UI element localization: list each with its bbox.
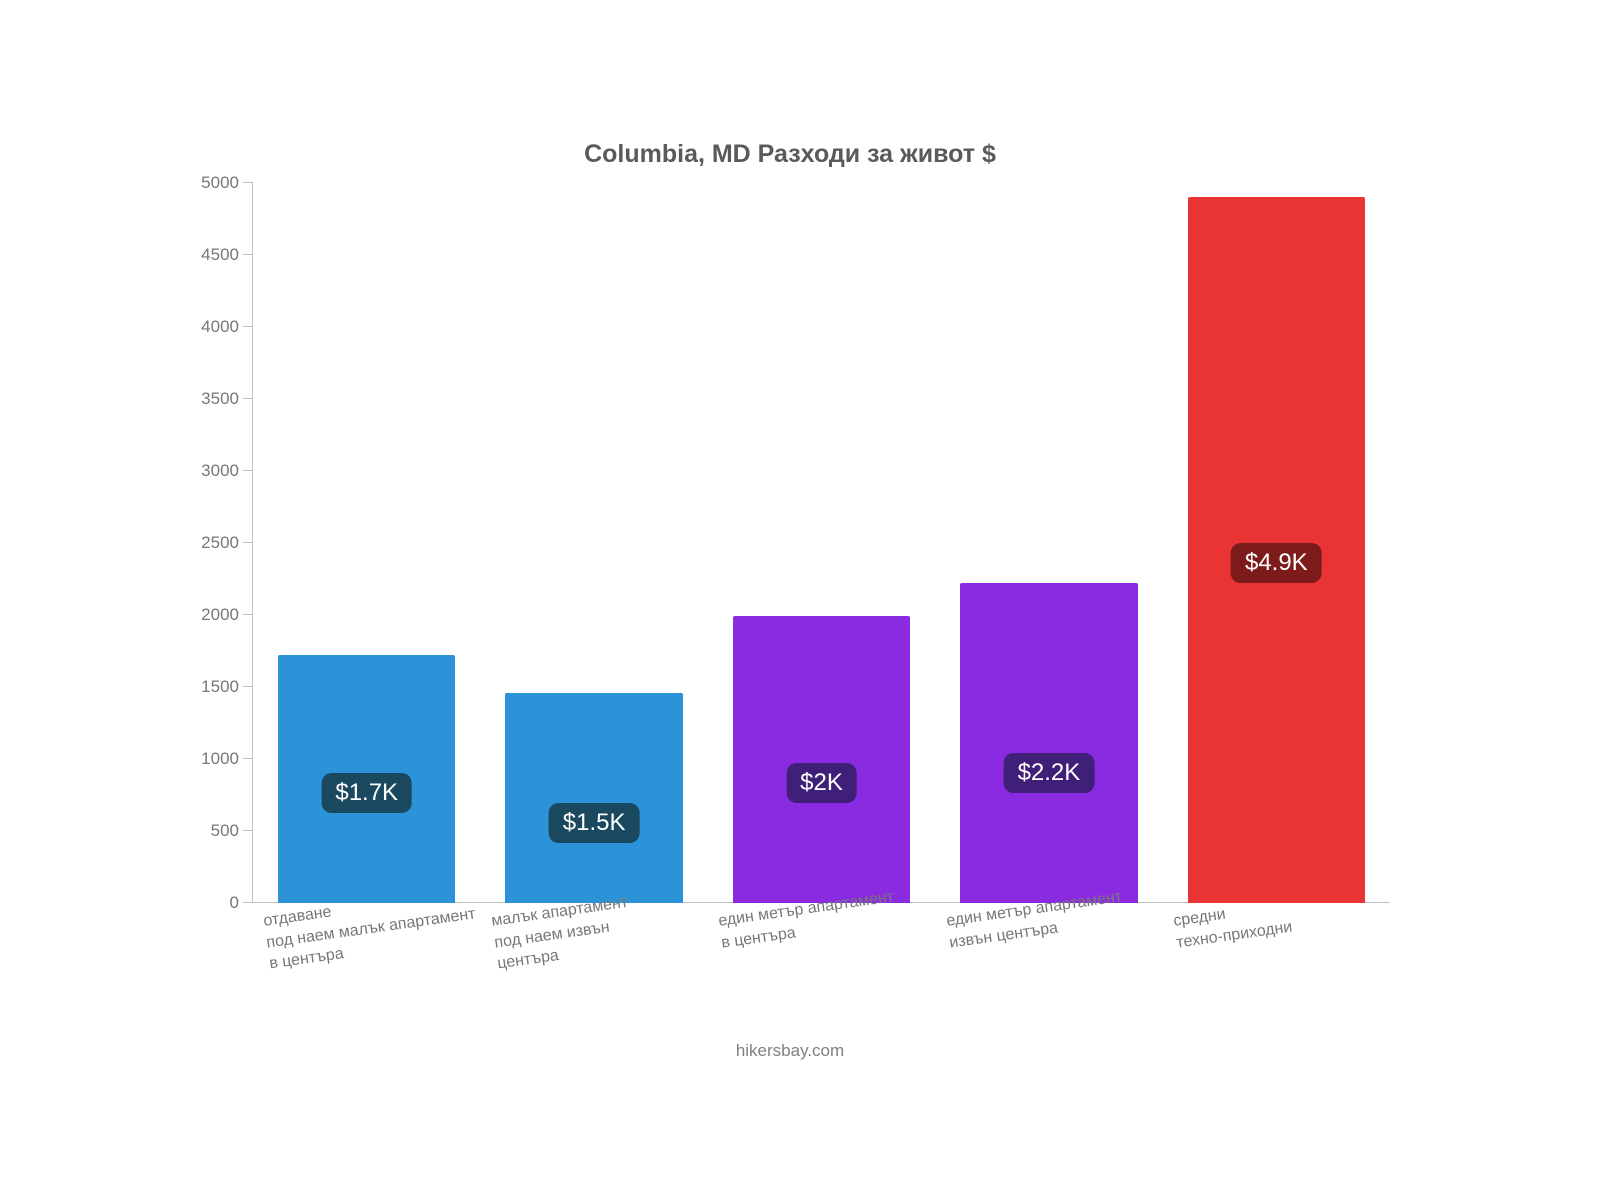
bar-slot: $2.2K	[935, 183, 1162, 903]
bar: $1.7K	[278, 655, 455, 903]
bar-value-badge: $1.7K	[321, 773, 412, 813]
x-label-slot: един метър апартамент в центъра	[707, 911, 935, 1041]
x-label-slot: малък апартамент под наем извън центъра	[480, 911, 708, 1041]
y-tick-label: 2000	[201, 605, 253, 625]
bar-slot: $1.7K	[253, 183, 480, 903]
x-category-label: средни техно-приходни	[1172, 895, 1294, 954]
x-labels-container: отдаване под наем малък апартамент в цен…	[252, 911, 1390, 1041]
y-tick-label: 4500	[201, 245, 253, 265]
cost-of-living-chart: Columbia, MD Разходи за живот $ $1.7K$1.…	[160, 120, 1440, 1080]
y-tick-label: 0	[230, 893, 253, 913]
bar: $2K	[733, 616, 910, 903]
x-label-slot: средни техно-приходни	[1162, 911, 1390, 1041]
attribution-text: hikersbay.com	[180, 1041, 1400, 1061]
bars-container: $1.7K $1.5K $2K $2.2K $4.9K	[253, 183, 1390, 903]
plot-area: $1.7K$1.5K$2K$2.2K$4.9K 0500100015002000…	[252, 183, 1390, 903]
y-tick-label: 1500	[201, 677, 253, 697]
bar-slot: $1.5K	[480, 183, 707, 903]
bar-value-badge: $4.9K	[1231, 543, 1322, 583]
y-tick-label: 3500	[201, 389, 253, 409]
bar-value-badge: $2K	[786, 763, 857, 803]
y-tick-label: 2500	[201, 533, 253, 553]
y-tick-label: 500	[211, 821, 253, 841]
y-tick-label: 5000	[201, 173, 253, 193]
x-category-label: малък апартамент под наем извън центъра	[490, 892, 635, 975]
chart-title: Columbia, MD Разходи за живот $	[180, 140, 1400, 169]
bar-slot: $4.9K	[1163, 183, 1390, 903]
bar-slot: $2K	[708, 183, 935, 903]
x-label-slot: един метър апартамент извън центъра	[935, 911, 1163, 1041]
bar-value-badge: $1.5K	[549, 803, 640, 843]
bar: $4.9K	[1188, 197, 1365, 903]
y-tick-label: 4000	[201, 317, 253, 337]
y-tick-label: 3000	[201, 461, 253, 481]
bar: $2.2K	[960, 583, 1137, 903]
x-label-slot: отдаване под наем малък апартамент в цен…	[252, 911, 480, 1041]
y-tick-label: 1000	[201, 749, 253, 769]
bar: $1.5K	[505, 693, 682, 903]
bar-value-badge: $2.2K	[1004, 753, 1095, 793]
